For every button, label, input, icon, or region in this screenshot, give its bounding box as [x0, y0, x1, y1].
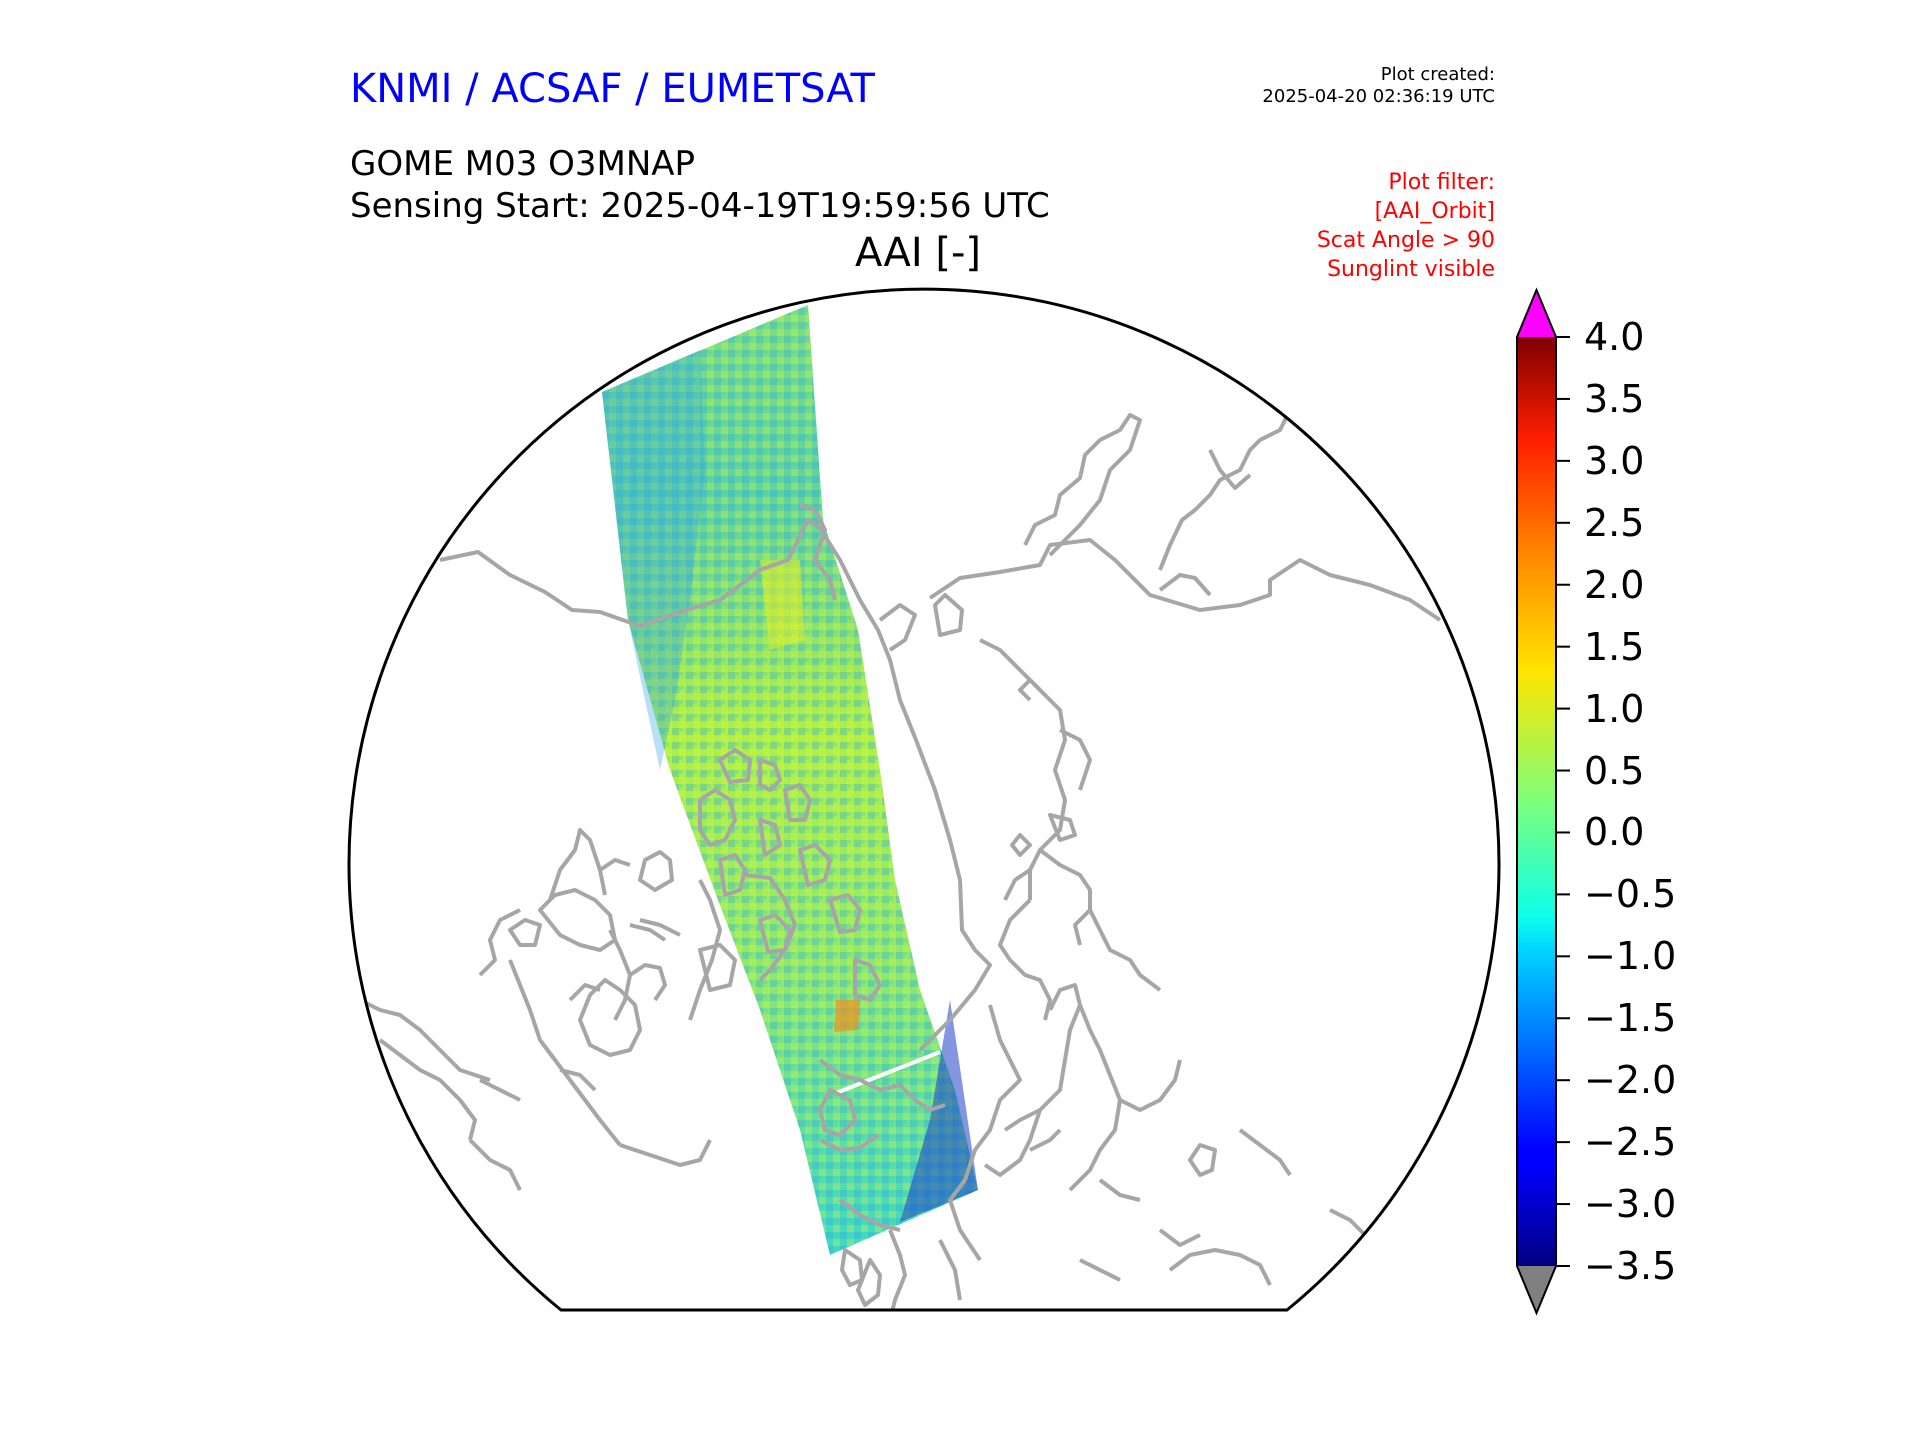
colorbar-over-arrow — [1517, 290, 1556, 337]
plot-filter: Plot filter: [AAI_Orbit] Scat Angle > 90… — [1317, 168, 1495, 284]
map-boundary — [347, 287, 1501, 1312]
sensing-start: Sensing Start: 2025-04-19T19:59:56 UTC — [350, 186, 1050, 226]
colorbar-tick-label: 1.5 — [1584, 624, 1645, 669]
variable-title: AAI [-] — [855, 230, 981, 276]
map-area — [359, 305, 1442, 1310]
colorbar-tick-label: −3.5 — [1584, 1244, 1677, 1288]
product-title: GOME M03 O3MNAP — [350, 144, 696, 184]
plot-filter-line: [AAI_Orbit] — [1374, 199, 1495, 224]
plot-filter-label: Plot filter: — [1388, 170, 1495, 195]
colorbar-tick-label: −2.5 — [1584, 1120, 1677, 1165]
aai-swath — [602, 305, 978, 1255]
colorbar — [1516, 287, 1570, 1316]
colorbar-tick-label: 2.5 — [1584, 500, 1645, 545]
colorbar-tick-label: 0.5 — [1584, 748, 1645, 793]
colorbar-tick-label: 2.0 — [1584, 562, 1645, 607]
plot-created: Plot created: 2025-04-20 02:36:19 UTC — [1262, 64, 1495, 108]
colorbar-tick-label: 4.0 — [1584, 315, 1645, 359]
colorbar-tick-label: −1.0 — [1584, 934, 1677, 979]
plot-created-time: 2025-04-20 02:36:19 UTC — [1262, 86, 1495, 107]
colorbar-tick-label: 3.0 — [1584, 438, 1645, 483]
colorbar-tick-label: 0.0 — [1584, 810, 1645, 855]
colorbar-under-arrow — [1517, 1266, 1556, 1313]
colorbar-tick-label: −1.5 — [1584, 996, 1677, 1041]
plot-filter-line: Sunglint visible — [1327, 257, 1495, 282]
plot-created-label: Plot created: — [1380, 64, 1495, 85]
organisation-title: KNMI / ACSAF / EUMETSAT — [350, 66, 875, 112]
colorbar-gradient — [1517, 337, 1556, 1266]
colorbar-tick-label: −3.0 — [1584, 1182, 1677, 1227]
plot-filter-line: Scat Angle > 90 — [1316, 228, 1495, 253]
colorbar-tick-marks — [1556, 336, 1570, 1267]
colorbar-tick-label: −2.0 — [1584, 1058, 1677, 1103]
colorbar-tick-label: 3.5 — [1584, 376, 1645, 421]
colorbar-tick-label: −0.5 — [1584, 872, 1677, 917]
colorbar-tick-label: 1.0 — [1584, 686, 1645, 731]
